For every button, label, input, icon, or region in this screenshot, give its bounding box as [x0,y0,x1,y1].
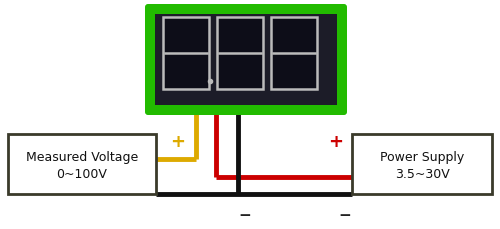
Bar [8,134,156,194]
Bar [352,134,492,194]
Text: −: − [338,207,351,221]
Bar [163,18,209,90]
Text: 3.5~30V: 3.5~30V [394,168,450,181]
Bar [155,15,337,106]
Text: 0~100V: 0~100V [56,168,108,181]
Text: Power Supply: Power Supply [380,150,464,163]
Bar [163,18,209,90]
Text: Measured Voltage: Measured Voltage [26,150,138,163]
Text: −: − [238,207,252,221]
Bar [217,18,263,90]
FancyBboxPatch shape [145,5,347,115]
Bar [271,18,317,90]
Bar [271,18,317,90]
Bar [217,18,263,90]
Text: +: + [170,132,186,150]
Text: +: + [328,132,344,150]
